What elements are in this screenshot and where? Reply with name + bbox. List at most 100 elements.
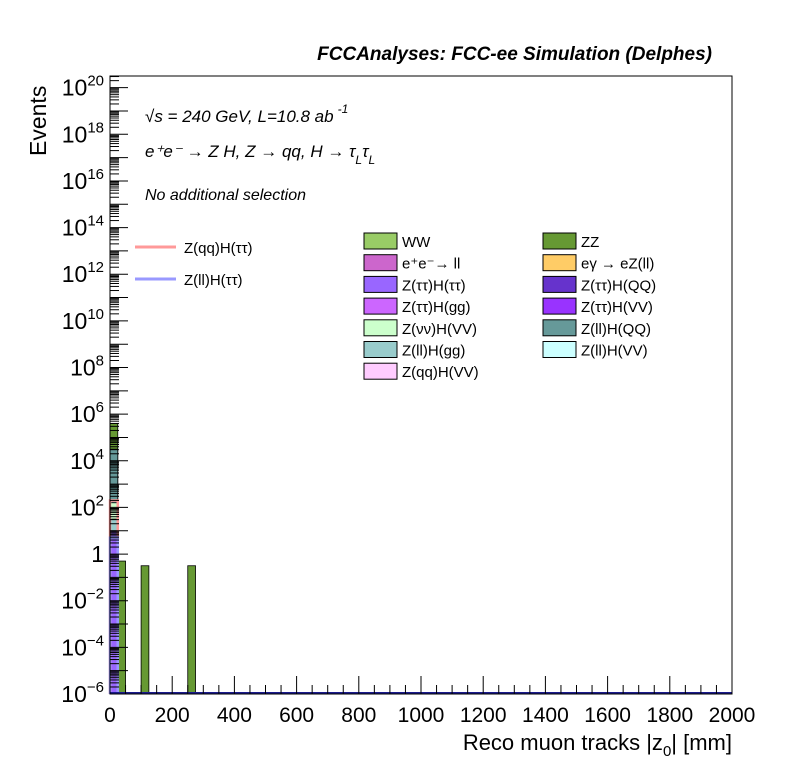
x-tick-label: 2000 [709,704,756,727]
y-tick-label: 108 [70,353,104,381]
background-legend-swatch [363,275,398,293]
y-tick-exponent: 10 [87,306,104,323]
y-tick-base: 10 [62,75,88,101]
process-sub-1: L [355,153,362,167]
y-tick-base: 1 [91,541,104,567]
selection-annotation: No additional selection [145,187,306,204]
y-tick-base: 10 [70,401,96,427]
x-tick-label: 400 [217,704,252,727]
y-tick-base: 10 [62,261,88,287]
background-legend: WW ZZ e⁺e⁻→ ll eγ → eZ(ll) Z(ττ)H(ττ) Z(ττ)H(… [363,232,656,381]
x-tick-label: 200 [155,704,190,727]
x-tick-label: 800 [341,704,376,727]
y-tick-exponent: 20 [87,73,104,90]
background-legend-swatch [363,254,398,272]
background-legend-swatch [542,341,577,358]
x-axis-label: Reco muon tracks |z0| [mm] [463,730,732,760]
y-tick-label: 104 [70,446,104,474]
y-tick-label: 1016 [62,166,104,194]
background-legend-label: Z(νν)H(VV) [402,321,477,338]
background-legend-swatch [542,297,577,315]
background-legend-swatch [363,232,398,250]
background-legend-swatch [363,362,398,380]
background-legend-label: Z(ττ)H(QQ) [581,277,656,294]
energy-text: √s = 240 GeV, L=10.8 ab [145,107,334,126]
process-text: e⁺e⁻ → Z H, Z → qq, H → τ [145,142,357,161]
y-tick-label: 102 [70,492,104,520]
y-tick-exponent: 18 [87,119,104,136]
x-tick-label: 1600 [584,704,631,727]
background-legend-label: ZZ [581,234,599,251]
y-tick-exponent: −4 [87,632,104,649]
x-tick-label: 1000 [398,704,445,727]
process-annotation: e⁺e⁻ → Z H, Z → qq, H → τLτL [145,142,375,167]
y-tick-exponent: 2 [96,492,104,509]
y-tick-base: 10 [61,634,87,660]
y-tick-label: 10−6 [61,679,104,707]
y-tick-exponent: 16 [87,166,104,183]
y-ticks: 10−610−410−21102104106108101010121014101… [61,73,128,707]
x-tick-label: 0 [104,704,116,727]
y-tick-label: 1020 [62,73,104,101]
y-tick-exponent: 8 [96,353,104,370]
x-ticks: 0 200 400 600 800 1000 1200 1400 1600 1800 2000 [104,676,755,727]
y-tick-label: 1010 [62,306,104,334]
energy-annotation: √s = 240 GeV, L=10.8 ab -1 [145,102,348,126]
background-legend-label: Z(ττ)H(gg) [402,299,471,316]
process-sub-2: L [368,153,375,167]
background-legend-label: eγ → eZ(ll) [581,256,654,273]
background-legend-swatch [363,297,398,315]
y-tick-label: 106 [70,399,104,427]
x-axis-label-main: Reco muon tracks |z [463,730,663,755]
y-tick-label: 10−4 [61,632,104,660]
chart-title: FCCAnalyses: FCC-ee Simulation (Delphes) [317,44,712,65]
process-mid: τ [362,142,370,161]
y-axis-label: Events [25,86,51,156]
y-tick-base: 10 [62,308,88,334]
y-tick-base: 10 [61,681,87,707]
background-legend-swatch [542,232,577,250]
y-tick-label: 1018 [62,119,104,147]
y-tick-label: 1 [91,541,104,567]
y-tick-exponent: 4 [96,446,104,463]
x-axis-label-end: | [mm] [671,730,732,755]
signal-legend-label: Z(ll)H(ττ) [184,272,243,289]
background-legend-swatch [363,341,398,358]
x-axis-label-sub: 0 [663,743,671,760]
signal-legend: Z(qq)H(ττ) Z(ll)H(ττ) [135,240,253,289]
y-tick-base: 10 [70,448,96,474]
y-tick-base: 10 [61,588,87,614]
signal-legend-label: Z(qq)H(ττ) [184,240,253,257]
y-tick-exponent: 6 [96,399,104,416]
x-tick-label: 600 [279,704,314,727]
y-tick-base: 10 [62,215,88,241]
y-tick-exponent: −6 [87,679,104,696]
energy-sup: -1 [338,102,349,116]
y-tick-label: 1014 [62,213,104,241]
x-tick-label: 1800 [646,704,693,727]
background-legend-swatch [363,319,398,337]
background-legend-label: Z(ll)H(QQ) [581,321,651,338]
background-legend-label: WW [402,234,431,251]
y-tick-exponent: −2 [87,586,104,603]
background-legend-label: Z(qq)H(VV) [402,364,479,381]
background-legend-label: Z(ττ)H(VV) [581,299,653,316]
y-tick-label: 10−2 [61,586,104,614]
y-tick-base: 10 [62,121,88,147]
background-legend-label: Z(ll)H(VV) [581,343,648,360]
background-legend-label: Z(ττ)H(ττ) [402,277,466,294]
background-legend-swatch [542,254,577,272]
background-legend-swatch [542,275,577,293]
background-legend-label: e⁺e⁻→ ll [402,256,460,273]
y-tick-base: 10 [70,494,96,520]
background-legend-swatch [542,319,577,337]
x-tick-label: 1400 [522,704,569,727]
background-legend-label: Z(ll)H(gg) [402,343,465,360]
y-tick-base: 10 [62,168,88,194]
bar-zz [140,565,150,695]
y-tick-base: 10 [70,355,96,381]
y-tick-label: 1012 [62,259,104,287]
